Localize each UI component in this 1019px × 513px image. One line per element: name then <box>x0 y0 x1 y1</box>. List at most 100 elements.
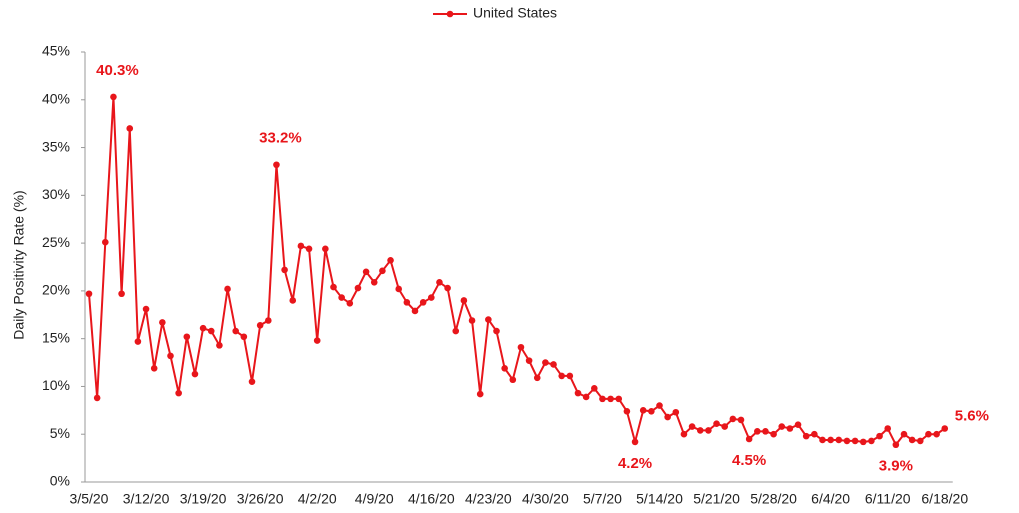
data-point <box>207 327 215 335</box>
data-point <box>118 290 125 298</box>
data-point <box>599 395 606 403</box>
data-point <box>558 372 565 380</box>
data-point <box>843 437 851 445</box>
data-point <box>525 357 533 364</box>
data-point <box>102 238 109 246</box>
x-tick-label: 3/12/20 <box>123 491 170 507</box>
data-point <box>322 245 329 253</box>
x-tick-label: 6/18/20 <box>921 491 968 507</box>
data-point <box>93 394 101 402</box>
x-tick-label: 5/7/20 <box>583 491 622 507</box>
data-point <box>607 395 614 403</box>
data-point <box>362 268 370 276</box>
data-point <box>778 423 786 430</box>
data-point <box>232 327 239 335</box>
data-point <box>110 93 117 101</box>
data-point <box>762 428 769 435</box>
x-tick-label: 4/16/20 <box>408 491 455 507</box>
data-point <box>941 425 949 432</box>
data-point <box>256 321 264 329</box>
data-label: 33.2% <box>259 130 302 147</box>
data-point <box>631 438 639 446</box>
data-point <box>819 436 826 444</box>
data-point <box>387 257 394 264</box>
y-tick-label: 35% <box>42 138 70 154</box>
x-tick-label: 5/14/20 <box>636 491 683 507</box>
data-point <box>542 359 549 366</box>
data-point <box>191 370 199 378</box>
data-point <box>827 436 834 444</box>
data-point <box>900 430 908 438</box>
data-point <box>688 423 696 430</box>
x-tick-label: 6/4/20 <box>811 491 850 507</box>
data-label: 3.9% <box>879 458 913 475</box>
data-point <box>672 408 680 416</box>
data-point <box>884 425 891 432</box>
x-tick-label: 6/11/20 <box>865 491 911 507</box>
data-point <box>460 297 468 304</box>
y-tick-label: 25% <box>42 234 70 250</box>
data-point <box>444 284 451 292</box>
y-tick-label: 15% <box>42 329 70 345</box>
data-point <box>395 285 403 293</box>
y-tick-label: 30% <box>42 186 70 202</box>
x-tick-label: 4/23/20 <box>465 491 512 507</box>
data-point <box>289 297 297 304</box>
data-point <box>297 242 305 250</box>
data-label: 40.3% <box>96 62 139 79</box>
data-point <box>167 352 174 360</box>
data-point <box>851 437 859 445</box>
data-point <box>248 378 256 385</box>
data-label: 5.6% <box>955 407 989 424</box>
data-point <box>419 299 427 306</box>
data-point <box>281 266 288 274</box>
data-point <box>933 430 940 438</box>
x-tick-label: 4/30/20 <box>522 491 569 507</box>
data-point <box>705 427 712 434</box>
data-point <box>835 436 843 444</box>
data-point <box>917 437 924 445</box>
data-point <box>379 267 386 275</box>
data-point <box>85 290 93 298</box>
data-point <box>574 389 582 397</box>
data-point <box>428 294 435 301</box>
legend-label: United States <box>473 5 557 21</box>
data-point <box>224 285 231 293</box>
data-point <box>656 402 663 409</box>
y-tick-label: 40% <box>42 90 70 106</box>
y-tick-label: 5% <box>50 425 70 441</box>
data-point <box>648 407 655 415</box>
series-line <box>88 96 946 447</box>
data-point <box>354 284 362 292</box>
data-point <box>876 432 883 440</box>
y-tick-label: 10% <box>42 377 70 393</box>
data-point <box>680 430 688 438</box>
data-point <box>134 338 142 345</box>
y-tick-label: 20% <box>42 282 70 298</box>
x-tick-label: 3/26/20 <box>237 491 284 507</box>
x-tick-label: 3/5/20 <box>70 491 109 507</box>
data-point <box>517 343 525 351</box>
data-point <box>754 428 761 435</box>
data-point <box>770 430 777 438</box>
data-label: 4.2% <box>618 455 652 472</box>
data-point <box>411 307 419 315</box>
x-tick-label: 5/21/20 <box>693 491 740 507</box>
y-tick-label: 0% <box>50 473 70 489</box>
data-point <box>159 319 166 326</box>
legend-marker <box>446 10 454 18</box>
data-point <box>737 416 745 424</box>
data-point <box>493 327 500 335</box>
data-point <box>582 393 590 401</box>
data-point <box>696 427 704 434</box>
data-point <box>403 299 411 306</box>
data-point <box>476 390 484 398</box>
data-point <box>468 317 476 324</box>
data-point <box>126 125 134 132</box>
data-point <box>485 316 492 323</box>
data-point <box>721 423 728 430</box>
data-point <box>908 436 916 444</box>
data-point <box>346 300 354 307</box>
data-point <box>436 278 443 286</box>
